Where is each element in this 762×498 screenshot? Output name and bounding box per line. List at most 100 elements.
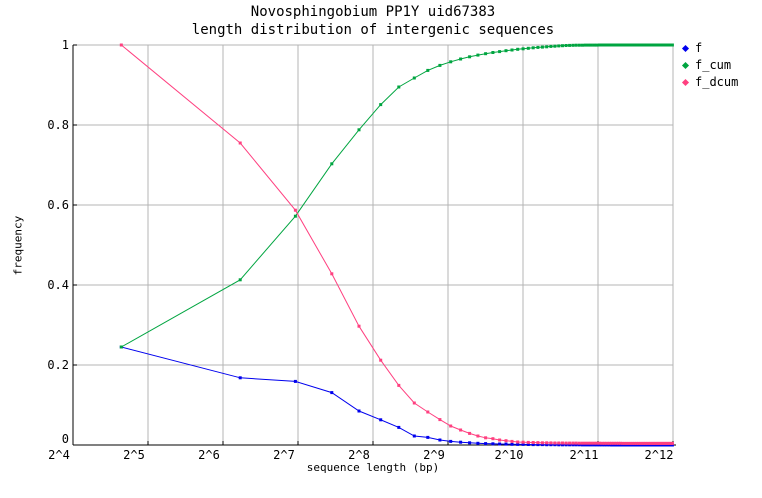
data-point-f [526, 443, 530, 446]
data-point-f_dcum [625, 441, 629, 445]
data-point-f [549, 443, 553, 447]
data-point-f_dcum [607, 441, 611, 445]
data-point-f [610, 443, 614, 447]
data-point-f [484, 442, 488, 446]
data-point-f_cum [540, 45, 544, 49]
data-point-f_cum [623, 43, 627, 47]
data-point-f_dcum [603, 441, 606, 445]
data-point-f_cum [617, 43, 620, 47]
data-point-f [357, 409, 361, 413]
data-point-f_dcum [561, 441, 564, 445]
data-point-f_cum [603, 43, 606, 47]
data-point-f [589, 443, 593, 447]
data-point-f_cum [531, 46, 535, 50]
data-point-f_dcum [484, 436, 488, 440]
data-point-f [629, 443, 633, 447]
data-point-f_dcum [614, 441, 618, 445]
data-point-f [633, 443, 637, 447]
x-tick-label: 2^5 [123, 448, 145, 462]
data-point-f_dcum [498, 438, 502, 442]
legend-item-f: f [676, 40, 762, 57]
data-point-f_cum [557, 44, 561, 48]
data-point-f [536, 443, 540, 447]
data-point-f_cum [549, 44, 553, 48]
data-point-f [584, 443, 587, 447]
data-point-f [498, 442, 502, 446]
data-point-f [621, 443, 625, 447]
x-tick-label: 2^12 [645, 448, 674, 462]
data-point-f [617, 443, 620, 447]
data-point-f_cum [612, 43, 616, 47]
data-point-f_dcum [545, 441, 549, 445]
data-point-f_cum [587, 43, 590, 47]
data-point-f_cum [468, 55, 472, 59]
data-point-f_cum [438, 63, 442, 67]
data-point-f_dcum [643, 441, 647, 445]
data-point-f_dcum [645, 441, 649, 445]
data-point-f_dcum [330, 272, 334, 276]
data-point-f [238, 376, 242, 380]
data-point-f_dcum [504, 439, 508, 443]
x-tick-label: 2^8 [348, 448, 370, 462]
data-point-f_dcum [621, 441, 625, 445]
legend-marker-f-icon [681, 44, 690, 53]
data-point-f_cum [426, 68, 430, 72]
data-point-f [581, 443, 584, 447]
legend: f f_cum f_dcum [676, 40, 762, 91]
data-point-f [670, 443, 674, 447]
data-point-f_cum [484, 52, 488, 56]
data-point-f_dcum [587, 441, 590, 445]
data-point-f_dcum [119, 43, 123, 47]
data-point-f [379, 418, 383, 422]
data-point-f [568, 443, 572, 447]
x-tick-label: 2^7 [273, 448, 295, 462]
data-point-f_dcum [293, 208, 297, 212]
data-point-f [412, 434, 416, 438]
data-point-f_cum [610, 43, 614, 47]
data-point-f [636, 443, 640, 447]
data-point-f_cum [629, 43, 633, 47]
data-point-f [642, 443, 646, 447]
data-point-f [491, 442, 495, 446]
data-point-f [521, 442, 525, 446]
legend-marker-f_cum-icon [681, 61, 690, 70]
data-point-f [449, 439, 453, 443]
data-point-f_dcum [581, 441, 584, 445]
data-point-f_dcum [584, 441, 587, 445]
data-point-f [587, 443, 590, 447]
data-point-f_dcum [577, 441, 581, 445]
x-tick-label: 2^9 [423, 448, 445, 462]
data-point-f_cum [584, 43, 587, 47]
data-point-f_dcum [540, 441, 544, 445]
series-line-f [121, 346, 673, 446]
data-point-f_cum [581, 43, 584, 47]
data-point-f [426, 435, 430, 439]
data-point-f_cum [293, 214, 297, 218]
data-point-f_dcum [238, 141, 242, 145]
data-point-f_dcum [564, 441, 568, 445]
y-tick-label: 0 [62, 432, 69, 446]
data-point-f [595, 443, 599, 447]
data-point-f [540, 443, 544, 447]
x-axis-label: sequence length (bp) [306, 461, 440, 474]
data-point-f_cum [652, 43, 656, 47]
data-point-f_cum [595, 43, 599, 47]
data-point-f_cum [491, 51, 495, 54]
chart-title: Novosphingobium PP1Y uid67383 [250, 4, 496, 20]
data-point-f [504, 442, 508, 446]
data-point-f_dcum [549, 441, 553, 445]
legend-item-f_cum: f_cum [676, 57, 762, 74]
data-point-f_cum [600, 43, 604, 47]
data-point-f [330, 391, 334, 395]
data-point-f [643, 443, 647, 447]
data-point-f [293, 379, 297, 383]
data-point-f [557, 443, 561, 447]
data-point-f [635, 443, 639, 447]
data-point-f_cum [568, 43, 572, 47]
data-point-f_dcum [633, 441, 637, 445]
data-point-f [648, 443, 652, 447]
data-point-f_cum [642, 43, 646, 47]
data-point-f_dcum [521, 440, 525, 444]
data-point-f_cum [647, 43, 651, 47]
